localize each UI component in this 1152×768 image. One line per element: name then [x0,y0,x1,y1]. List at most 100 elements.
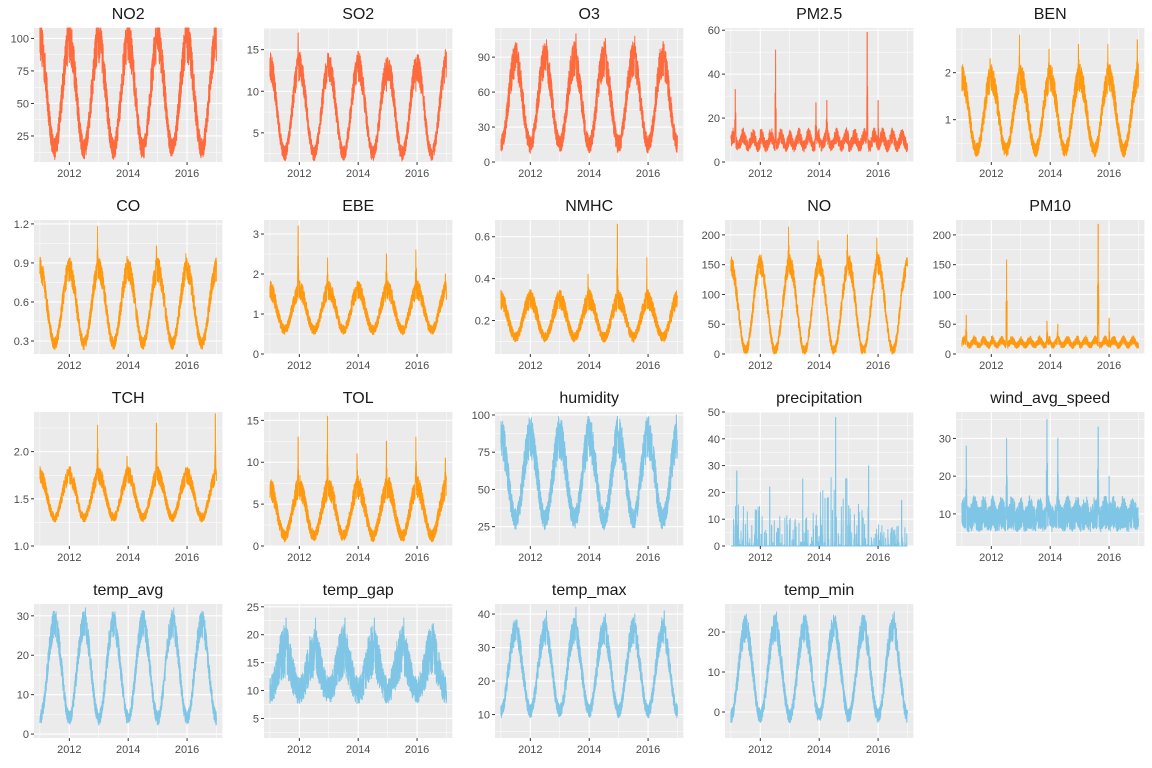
panel-wind-avg-speed: wind_avg_speed 10 20 30 2012 2014 2016 [938,390,1144,564]
y-tick-label: 0.6 [475,232,490,244]
x-tick-label: 2014 [807,744,831,756]
y-tick-label: 1.2 [14,219,29,231]
series-line-so2 [269,32,448,162]
y-tick-label: 200 [932,230,950,242]
y-tick-label: 10 [247,686,259,698]
y-tick-label: 50 [708,407,720,419]
y-tick-label: 75 [478,447,490,459]
y-tick-label: 50 [708,319,720,331]
x-tick-label: 2014 [346,744,370,756]
y-tick-label: 0 [23,729,29,741]
panel-nmhc: NMHC 0.2 0.4 0.6 2012 2014 2016 [475,198,684,372]
panel-pm2-5: PM2.5 0 20 40 60 2012 2014 2016 [708,6,914,180]
panel-title-temp-max: temp_max [552,582,627,599]
y-tick-label: 30 [17,611,29,623]
x-tick-label: 2014 [1038,360,1062,372]
x-tick-label: 2014 [346,168,370,180]
x-tick-label: 2012 [748,360,772,372]
series-line-tol [269,415,448,543]
x-tick-label: 2016 [866,360,890,372]
y-tick-label: 2.0 [14,447,29,459]
x-tick-label: 2016 [175,168,199,180]
x-tick-label: 2012 [287,168,311,180]
y-tick-label: 0.3 [14,336,29,348]
y-tick-label: 0 [714,707,720,719]
y-tick-label: 5 [253,128,259,140]
y-tick-label: 1.0 [14,541,29,553]
x-tick-label: 2012 [518,168,542,180]
x-tick-label: 2016 [636,552,660,564]
panel-precipitation: precipitation 0 10 20 30 40 50 2012 2014 2016 [708,390,914,564]
y-tick-label: 30 [478,643,490,655]
panel-pm10: PM10 0 50 100 150 200 2012 2014 2016 [932,198,1144,372]
y-tick-label: 1.5 [14,494,29,506]
x-tick-label: 2012 [287,552,311,564]
y-tick-label: 60 [478,87,490,99]
x-tick-label: 2014 [577,744,601,756]
panel-ben: BEN 1 2 2012 2014 2016 [944,6,1144,180]
x-tick-label: 2012 [57,168,81,180]
y-tick-label: 1 [253,309,259,321]
x-tick-label: 2016 [1096,360,1120,372]
y-tick-label: 20 [478,676,490,688]
x-tick-label: 2012 [979,552,1003,564]
y-tick-label: 15 [247,415,259,427]
y-tick-label: 5 [253,713,259,725]
series-line-no2 [39,27,217,160]
series-line-nmhc [500,223,678,343]
y-tick-label: 100 [11,33,29,45]
x-tick-label: 2014 [346,552,370,564]
x-tick-label: 2012 [57,744,81,756]
panel-title-o3: O3 [578,6,599,23]
y-tick-label: 150 [702,260,720,272]
series-line-temp-avg [39,607,217,726]
y-tick-label: 40 [708,69,720,81]
x-tick-label: 2014 [116,168,140,180]
series-line-pm2-5 [730,31,909,153]
x-tick-label: 2016 [175,360,199,372]
x-tick-label: 2014 [577,552,601,564]
x-tick-label: 2012 [748,744,772,756]
series-line-pm10 [960,223,1139,350]
x-tick-label: 2012 [57,360,81,372]
x-tick-label: 2016 [405,168,429,180]
panel-title-no: NO [807,198,831,215]
panel-o3: O3 0 30 60 90 2012 2014 2016 [478,6,684,180]
x-tick-label: 2016 [405,360,429,372]
x-tick-label: 2016 [175,744,199,756]
x-tick-label: 2012 [518,360,542,372]
y-tick-label: 0 [944,349,950,361]
panel-temp-gap: temp_gap 5 10 15 20 25 2012 2014 2016 [247,582,453,756]
y-tick-label: 100 [471,410,489,422]
panel-tol: TOL 0 5 10 15 2012 2014 2016 [247,390,453,564]
y-tick-label: 20 [938,471,950,483]
y-tick-label: 20 [247,630,259,642]
y-tick-label: 0 [714,157,720,169]
y-tick-label: 2 [253,269,259,281]
panel-title-nmhc: NMHC [565,198,613,215]
x-tick-label: 2012 [287,744,311,756]
y-tick-label: 50 [17,98,29,110]
series-line-temp-max [500,606,678,719]
series-line-wind-avg-speed [960,419,1139,533]
x-tick-label: 2014 [807,360,831,372]
panel-co: CO 0.3 0.6 0.9 1.2 2012 2014 2016 [14,198,223,372]
y-tick-label: 10 [708,514,720,526]
y-tick-label: 2 [944,68,950,80]
panel-temp-avg: temp_avg 0 10 20 30 2012 2014 2016 [17,582,223,756]
panel-title-ebe: EBE [343,198,375,215]
x-tick-label: 2014 [1038,168,1062,180]
panel-no: NO 0 50 100 150 200 2012 2014 2016 [702,198,914,372]
y-tick-label: 150 [932,260,950,272]
panel-no2: NO2 25 50 75 100 2012 2014 2016 [11,6,223,180]
y-tick-label: 0.4 [475,274,490,286]
panel-title-no2: NO2 [112,6,145,23]
y-tick-label: 10 [247,457,259,469]
y-tick-label: 0 [484,157,490,169]
series-line-ben [960,34,1139,158]
panel-title-wind-avg-speed: wind_avg_speed [989,390,1110,407]
y-tick-label: 20 [17,650,29,662]
panel-title-pm2-5: PM2.5 [796,6,842,23]
panel-tch: TCH 1.0 1.5 2.0 2012 2014 2016 [14,390,223,564]
panel-title-temp-avg: temp_avg [93,582,163,599]
